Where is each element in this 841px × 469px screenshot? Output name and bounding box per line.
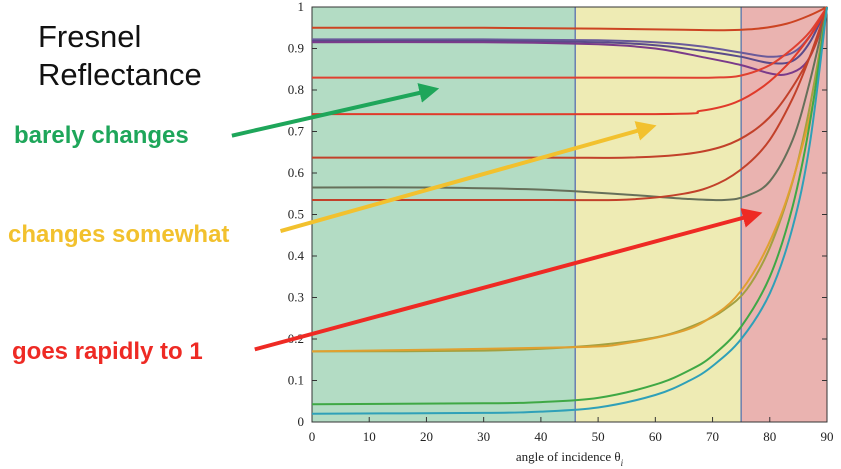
x-tick-label: 80 [763, 429, 776, 444]
y-tick-label: 0.9 [288, 41, 304, 56]
x-tick-label: 0 [309, 429, 316, 444]
annotation-arrow-0 [231, 83, 440, 138]
annotation-arrow-2 [254, 208, 763, 352]
chart-region-1 [575, 7, 742, 422]
series-line-5 [311, 6, 828, 116]
y-tick-label: 0.7 [288, 124, 305, 139]
y-tick-label: 0.1 [288, 373, 304, 388]
series-line-8 [312, 6, 828, 202]
y-tick-label: 0.6 [288, 165, 305, 180]
chart-region-0 [312, 7, 576, 422]
series-line-12 [311, 6, 828, 415]
callout-goes-rapidly: goes rapidly to 1 [12, 338, 203, 365]
series-line-4 [311, 6, 828, 79]
x-tick-label: 60 [649, 429, 662, 444]
y-tick-label: 0.5 [288, 207, 304, 222]
slide-title: Fresnel Reflectance [38, 19, 202, 92]
y-tick-label: 0.3 [288, 290, 304, 305]
series-line-7 [311, 6, 828, 202]
callout-barely-changes: barely changes [14, 122, 189, 149]
series-line-1 [311, 6, 828, 58]
series-line-0 [311, 6, 828, 32]
x-tick-label: 20 [420, 429, 433, 444]
x-tick-label: 30 [477, 429, 490, 444]
y-tick-label: 1 [298, 0, 305, 14]
series-line-10 [311, 6, 828, 353]
annotation-arrow-1 [279, 121, 657, 234]
y-tick-label: 0.4 [288, 248, 305, 263]
x-tick-label: 90 [821, 429, 834, 444]
series-line-11 [311, 6, 828, 406]
callout-changes-somewhat: changes somewhat [8, 221, 230, 248]
x-axis-label: angle of incidence θi [516, 449, 624, 468]
x-tick-label: 40 [534, 429, 547, 444]
x-tick-label: 70 [706, 429, 719, 444]
y-tick-label: 0 [298, 414, 305, 429]
series-line-2 [311, 6, 828, 65]
x-tick-label: 10 [363, 429, 376, 444]
x-tick-label: 50 [592, 429, 605, 444]
y-tick-label: 0.8 [288, 82, 304, 97]
